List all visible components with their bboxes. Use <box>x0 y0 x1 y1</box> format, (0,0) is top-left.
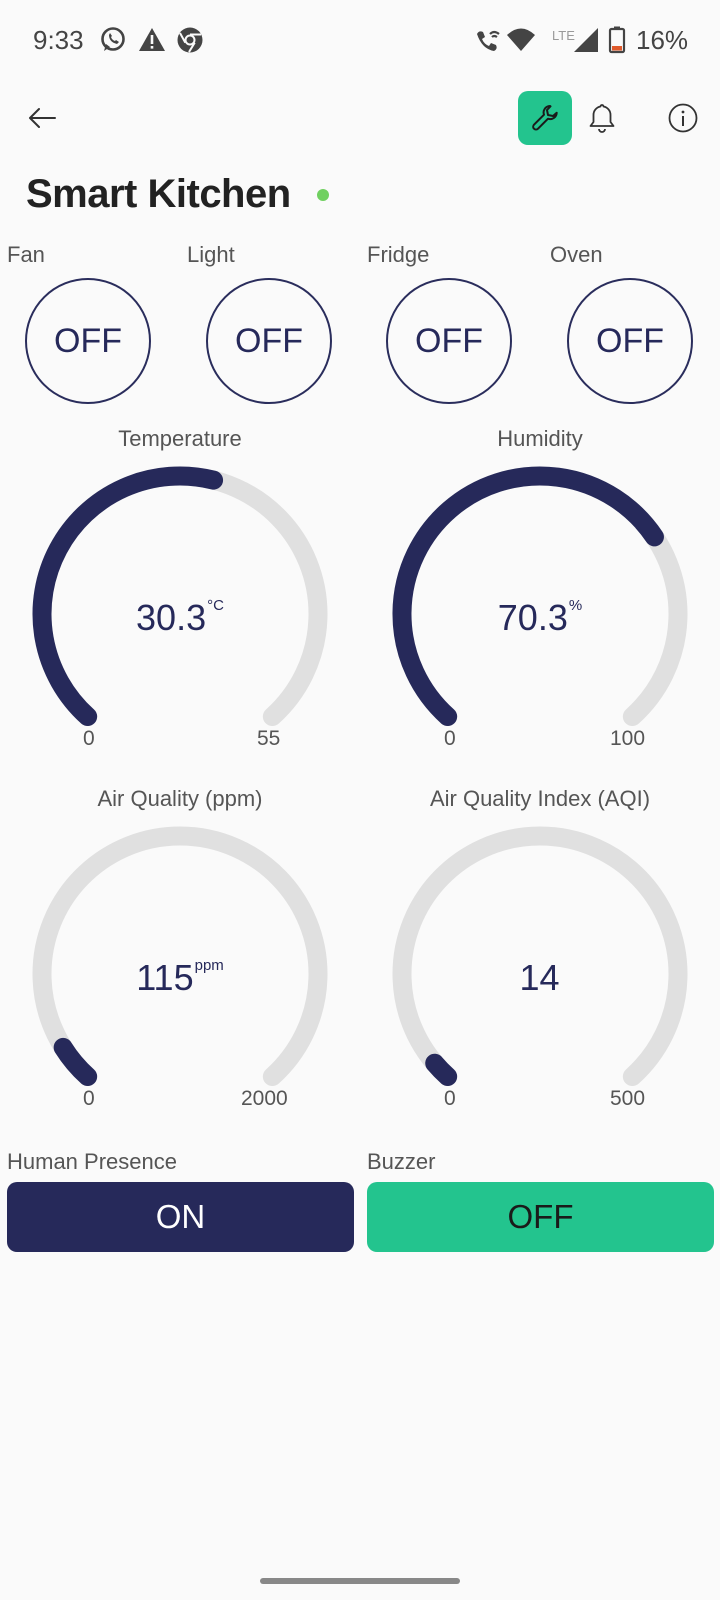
app-bar <box>0 80 720 160</box>
aqi-value: 14 <box>519 957 560 998</box>
temperature-gauge-min: 0 <box>83 727 95 750</box>
wrench-icon[interactable] <box>518 91 572 145</box>
switch-label-light: Light <box>187 242 235 267</box>
temperature-gauge-value: 30.3°C <box>0 597 360 639</box>
humidity-gauge-max: 100 <box>610 727 646 750</box>
air-quality-gauge <box>32 826 328 1087</box>
network-type: LTE <box>552 28 575 43</box>
back-arrow-icon[interactable] <box>22 98 62 138</box>
fridge-switch[interactable]: OFF <box>386 278 512 404</box>
wifi-icon <box>506 26 536 59</box>
temperature-gauge-title: Temperature <box>118 426 242 451</box>
temperature-unit: °C <box>207 597 224 614</box>
humidity-gauge-min: 0 <box>444 727 456 750</box>
aqi-gauge-title: Air Quality Index (AQI) <box>429 786 651 811</box>
air-quality-gauge-track <box>32 826 328 1087</box>
buzzer-label: Buzzer <box>367 1149 436 1174</box>
warning-icon <box>138 26 166 59</box>
fan-switch[interactable]: OFF <box>25 278 151 404</box>
air-quality-unit: ppm <box>194 957 224 974</box>
switch-label-fridge: Fridge <box>367 242 430 267</box>
aqi-gauge-fill <box>425 1053 458 1087</box>
temperature-gauge <box>32 466 328 727</box>
battery-icon <box>608 26 626 59</box>
bell-icon[interactable] <box>580 96 624 140</box>
light-switch[interactable]: OFF <box>206 278 332 404</box>
whatsapp-icon <box>99 26 127 59</box>
wifi-call-icon <box>474 26 502 59</box>
aqi-gauge-max: 500 <box>610 1087 646 1110</box>
buzzer-button[interactable]: OFF <box>367 1182 714 1252</box>
temperature-gauge-fill <box>32 466 224 727</box>
aqi-gauge-track <box>392 826 688 1087</box>
info-icon[interactable] <box>661 96 705 140</box>
temperature-gauge-max: 55 <box>257 727 281 750</box>
switch-label-oven: Oven <box>550 242 603 267</box>
status-time: 9:33 <box>33 25 84 55</box>
page-title: Smart Kitchen <box>26 172 291 216</box>
aqi-gauge <box>392 826 688 1087</box>
temperature-value: 30.3 <box>136 597 207 638</box>
signal-icon <box>573 26 599 59</box>
humidity-gauge-value: 70.3% <box>360 597 720 639</box>
humidity-gauge-fill <box>392 466 664 727</box>
oven-switch[interactable]: OFF <box>567 278 693 404</box>
aqi-gauge-value: 14 <box>360 957 720 999</box>
air-quality-gauge-value: 115ppm <box>0 957 360 999</box>
home-indicator[interactable] <box>260 1578 460 1584</box>
human-presence-label: Human Presence <box>7 1149 177 1174</box>
humidity-unit: % <box>568 597 583 614</box>
air-quality-value: 115 <box>136 957 194 998</box>
human-presence-button[interactable]: ON <box>7 1182 354 1252</box>
humidity-gauge-title: Humidity <box>497 426 583 451</box>
switch-label-fan: Fan <box>7 242 45 267</box>
status-bar: 9:33 LTE 16% <box>0 0 720 80</box>
battery-level: 16% <box>636 25 689 55</box>
air-quality-gauge-max: 2000 <box>241 1087 288 1110</box>
humidity-value: 70.3 <box>497 597 568 638</box>
online-status-dot <box>317 189 329 201</box>
air-quality-gauge-fill <box>53 1037 98 1087</box>
chrome-icon <box>176 26 204 59</box>
air-quality-gauge-min: 0 <box>83 1087 95 1110</box>
aqi-gauge-min: 0 <box>444 1087 456 1110</box>
humidity-gauge <box>392 466 688 727</box>
air-quality-gauge-title: Air Quality (ppm) <box>97 786 263 811</box>
